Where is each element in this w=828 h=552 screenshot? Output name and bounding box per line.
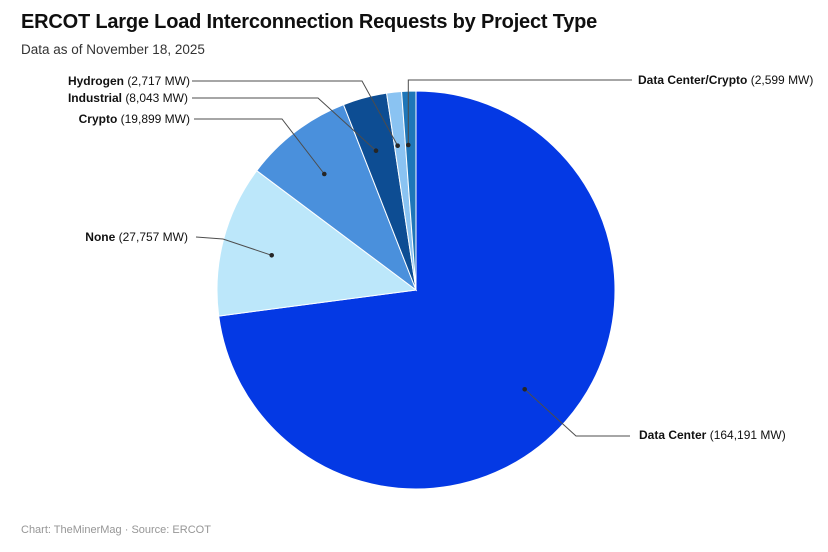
leader-line-hydrogen	[192, 80, 399, 146]
pie-label-data-center-crypto: Data Center/Crypto (2,599 MW)	[638, 73, 813, 88]
pie-label-name: Data Center/Crypto	[638, 73, 748, 87]
pie-label-industrial: Industrial (8,043 MW)	[68, 91, 188, 106]
pie-slice-data-center[interactable]	[218, 90, 616, 490]
pie-label-name: None	[85, 230, 116, 244]
chart-title: ERCOT Large Load Interconnection Request…	[21, 11, 598, 33]
pie-label-value: (8,043 MW)	[125, 91, 188, 105]
leader-line-data-center	[524, 388, 630, 437]
leader-dot-data-center-crypto	[406, 142, 411, 148]
pie-label-value: (2,599 MW)	[750, 73, 814, 87]
leader-line-none	[195, 236, 272, 256]
pie-slice-crypto[interactable]	[256, 104, 418, 292]
pie-label-name: Data Center	[639, 428, 707, 442]
pie-label-crypto: Crypto (19,899 MW)	[79, 112, 190, 127]
chart-credit: Chart: TheMinerMag · Source: ERCOT	[21, 524, 211, 536]
pie-label-data-center: Data Center (164,191 MW)	[639, 428, 786, 443]
pie-label-hydrogen: Hydrogen (2,717 MW)	[68, 74, 190, 89]
leader-dot-industrial	[373, 148, 379, 153]
pie-label-value: (2,717 MW)	[127, 74, 190, 88]
pie-label-name: Hydrogen	[67, 74, 124, 88]
pie-label-name: Crypto	[78, 112, 118, 126]
chart-subtitle: Data as of November 18, 2025	[21, 42, 205, 57]
leader-dot-crypto	[322, 171, 327, 177]
leader-dot-none	[269, 253, 275, 258]
pie-label-value: (164,191 MW)	[709, 428, 786, 442]
pie-label-value: (19,899 MW)	[120, 112, 190, 126]
leader-dot-data-center	[522, 387, 527, 392]
pie-label-name: Industrial	[67, 91, 122, 105]
leader-dot-hydrogen	[395, 143, 401, 148]
leader-line-crypto	[194, 118, 325, 175]
leader-line-data-center-crypto	[407, 79, 632, 145]
pie-label-none: None (27,757 MW)	[85, 230, 188, 245]
leader-line-industrial	[192, 97, 377, 152]
pie-label-value: (27,757 MW)	[118, 230, 188, 244]
